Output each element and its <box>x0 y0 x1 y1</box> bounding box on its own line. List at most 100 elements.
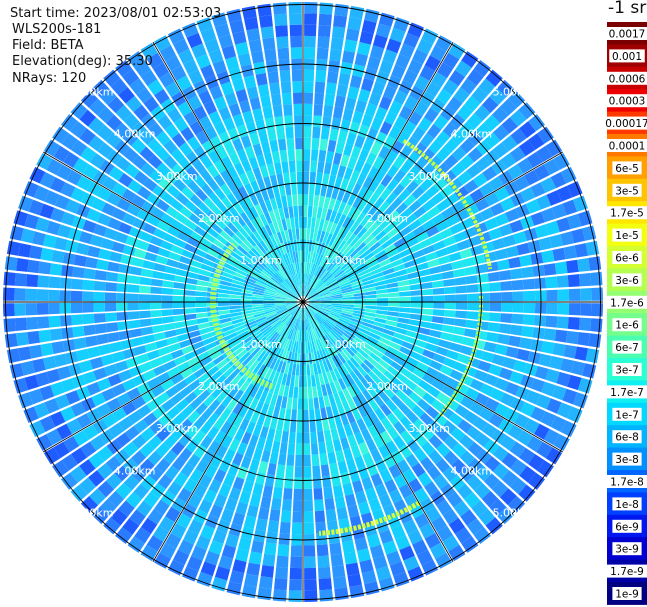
ray-gate <box>349 341 361 352</box>
ray-gate <box>498 323 512 334</box>
ray-gate <box>142 222 157 235</box>
ray-gate <box>358 327 371 336</box>
ray-gate <box>143 491 160 508</box>
ray-gate <box>139 442 155 458</box>
ray-gate <box>226 192 238 206</box>
ray-gate <box>427 336 440 346</box>
ray-gate <box>147 508 164 525</box>
ray-gate <box>264 212 273 225</box>
ray-gate <box>223 366 235 378</box>
ray-gate <box>194 346 207 356</box>
ray-gate <box>230 312 242 318</box>
ray-gate <box>257 276 269 284</box>
ray-gate <box>323 321 333 331</box>
ray-gate <box>252 108 264 122</box>
ray-gate <box>198 389 211 402</box>
ray-gate <box>549 356 563 370</box>
ray-gate <box>386 426 399 440</box>
ray-gate <box>365 487 378 501</box>
ray-gate <box>128 319 141 329</box>
ray-gate <box>370 473 383 487</box>
ray-gate <box>157 474 173 490</box>
ray-gate <box>383 370 396 382</box>
ray-gate <box>455 302 468 310</box>
ray-gate <box>329 312 341 319</box>
ray-gate <box>20 360 35 376</box>
ray-gate <box>285 217 292 230</box>
ray-gate <box>218 458 231 473</box>
ray-gate <box>556 371 571 387</box>
ray-gate <box>203 361 216 372</box>
ray-gate <box>14 303 26 316</box>
ray-gate <box>387 311 399 317</box>
ray-gate <box>313 351 319 364</box>
ray-gate <box>256 364 266 376</box>
ray-gate <box>374 407 386 421</box>
ray-gate <box>425 405 439 419</box>
ray-gate <box>285 265 292 277</box>
ray-gate <box>390 361 403 372</box>
ray-gate <box>193 160 206 174</box>
ray-gate <box>156 162 171 177</box>
ray-gate <box>150 294 162 302</box>
ray-gate <box>318 396 325 409</box>
ray-gate <box>260 366 270 378</box>
ray-gate <box>269 345 278 356</box>
ray-gate <box>273 259 282 270</box>
ray-gate <box>385 320 398 327</box>
ray-gate <box>282 314 292 324</box>
ray-gate <box>173 238 187 249</box>
ray-gate <box>149 235 163 247</box>
ray-gate <box>97 377 112 391</box>
ray-gate <box>350 421 361 435</box>
ray-gate <box>277 544 290 557</box>
ray-gate <box>331 302 343 304</box>
ray-gate <box>139 310 151 319</box>
ray-gate <box>316 362 322 375</box>
ray-gate <box>96 403 112 418</box>
ray-gate <box>430 322 443 331</box>
ray-gate <box>214 374 227 386</box>
ray-gate <box>396 351 409 362</box>
ray-gate <box>255 518 268 532</box>
ray-gate <box>181 345 194 355</box>
ray-gate <box>296 307 302 319</box>
ray-gate <box>128 365 143 378</box>
ray-gate <box>321 336 329 348</box>
ray-gate <box>364 312 376 318</box>
ray-gate <box>528 454 545 471</box>
ray-gate <box>295 454 303 467</box>
ray-gate <box>335 449 345 463</box>
ray-gate <box>304 319 306 331</box>
ray-gate <box>105 282 117 292</box>
ray-gate <box>235 42 249 56</box>
ray-gate <box>288 305 299 313</box>
ray-gate <box>263 303 275 306</box>
ray-gate <box>429 329 442 339</box>
ray-gate <box>207 164 220 178</box>
ray-gate <box>136 209 151 222</box>
ray-gate <box>204 125 218 140</box>
ray-gate <box>319 361 326 374</box>
ray-gate <box>197 274 210 282</box>
ray-gate <box>86 208 101 222</box>
ray-gate <box>263 302 275 304</box>
ray-gate <box>266 330 277 340</box>
ray-gate <box>358 348 369 359</box>
ray-gate <box>211 205 223 218</box>
ray-gate <box>238 405 249 418</box>
ray-gate <box>306 306 315 316</box>
ray-gate <box>76 348 90 362</box>
nrays: NRays: 120 <box>12 71 87 86</box>
ray-gate <box>182 22 199 38</box>
ray-gate <box>39 172 56 189</box>
ray-gate <box>334 496 346 509</box>
ray-gate <box>9 363 24 379</box>
ray-gate <box>174 321 187 329</box>
ray-gate <box>252 294 264 298</box>
ray-gate <box>243 395 254 408</box>
ray-gate <box>277 256 285 268</box>
ray-gate <box>212 529 227 544</box>
ray-gate <box>336 366 346 378</box>
ray-gate <box>249 398 259 411</box>
